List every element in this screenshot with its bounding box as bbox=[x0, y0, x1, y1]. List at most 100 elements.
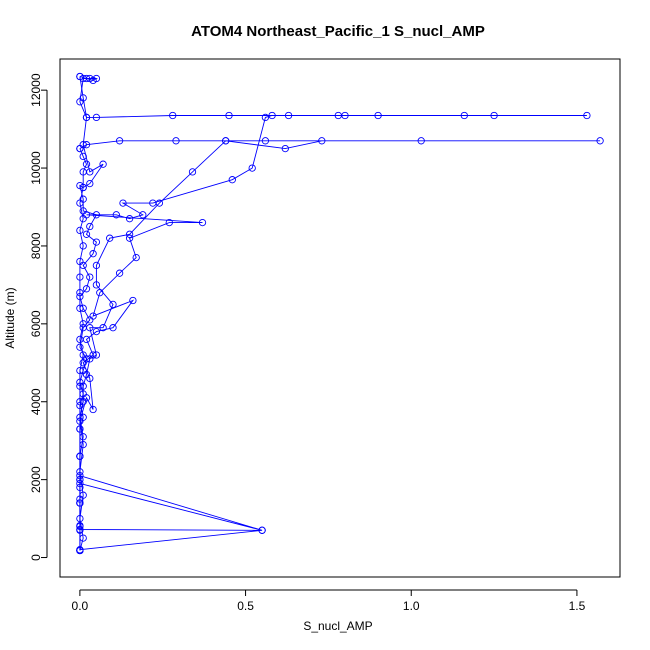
data-point bbox=[115, 269, 124, 277]
data-point bbox=[281, 144, 289, 153]
data-point bbox=[261, 137, 270, 145]
data-point bbox=[172, 137, 180, 145]
data-point bbox=[89, 76, 97, 85]
data-point bbox=[417, 137, 425, 145]
chart-title: ATOM4 Northeast_Pacific_1 S_nucl_AMP bbox=[191, 23, 485, 40]
data-point bbox=[198, 218, 207, 227]
data-point bbox=[79, 242, 87, 250]
data-point bbox=[82, 355, 91, 363]
data-point bbox=[248, 164, 256, 172]
data-point bbox=[222, 137, 230, 145]
data-point bbox=[86, 316, 94, 324]
data-point bbox=[139, 211, 147, 219]
data-point bbox=[76, 226, 84, 235]
data-point bbox=[76, 522, 84, 531]
data-point bbox=[374, 111, 382, 120]
data-point bbox=[106, 234, 114, 242]
data-point bbox=[89, 250, 97, 258]
data-point bbox=[225, 111, 233, 120]
data-point bbox=[79, 195, 87, 203]
x-tick-label: 1.5 bbox=[569, 599, 586, 613]
data-point bbox=[79, 261, 87, 270]
data-point bbox=[169, 111, 177, 120]
data-point bbox=[76, 499, 84, 507]
data-point bbox=[79, 141, 87, 149]
data-point bbox=[76, 273, 84, 281]
data-point bbox=[76, 292, 84, 301]
data-point bbox=[76, 72, 84, 81]
data-point bbox=[112, 211, 120, 219]
series-line-4 bbox=[79, 76, 104, 551]
data-point bbox=[82, 160, 91, 168]
data-point bbox=[92, 327, 101, 336]
data-point bbox=[109, 324, 117, 332]
data-point bbox=[341, 111, 349, 120]
series-layer bbox=[76, 72, 604, 555]
series-line-1 bbox=[79, 140, 601, 551]
x-tick-label: 0.5 bbox=[237, 599, 254, 613]
data-point bbox=[132, 253, 140, 262]
data-point bbox=[92, 281, 101, 289]
y-axis: 0 2000 4000 6000 8000 10000 12000 bbox=[29, 73, 48, 561]
data-point bbox=[79, 207, 87, 215]
data-point bbox=[76, 343, 84, 351]
series-line-3 bbox=[79, 76, 587, 551]
data-point bbox=[125, 215, 134, 223]
y-tick-label: 6000 bbox=[29, 310, 43, 337]
data-point bbox=[188, 168, 197, 176]
x-tick-label: 1.0 bbox=[403, 599, 420, 613]
data-point bbox=[125, 230, 134, 238]
data-point bbox=[82, 230, 91, 238]
y-tick-label: 8000 bbox=[29, 232, 43, 259]
y-tick-label: 12000 bbox=[29, 73, 43, 107]
data-point bbox=[99, 324, 107, 332]
data-point bbox=[89, 351, 97, 359]
data-point bbox=[583, 111, 591, 120]
plot-frame bbox=[59, 58, 621, 578]
data-point bbox=[228, 176, 236, 184]
data-point bbox=[92, 261, 101, 270]
data-point bbox=[268, 111, 276, 120]
data-point bbox=[86, 168, 94, 176]
data-point bbox=[76, 181, 84, 190]
data-point bbox=[79, 94, 87, 102]
data-point bbox=[76, 452, 84, 460]
data-point bbox=[76, 425, 84, 433]
data-point bbox=[82, 113, 91, 122]
data-point bbox=[76, 546, 84, 555]
data-point bbox=[460, 111, 468, 120]
data-point bbox=[99, 160, 107, 168]
data-point bbox=[96, 289, 104, 297]
data-point bbox=[149, 199, 157, 207]
data-point bbox=[89, 405, 97, 414]
x-axis-label: S_nucl_AMP bbox=[303, 619, 372, 633]
data-point bbox=[76, 483, 84, 492]
data-point bbox=[79, 390, 87, 398]
y-tick-label: 10000 bbox=[29, 151, 43, 185]
x-tick-label: 0.0 bbox=[72, 599, 89, 613]
data-point bbox=[79, 324, 87, 332]
data-point bbox=[165, 218, 173, 227]
x-axis: 0.0 0.5 1.0 1.5 bbox=[72, 589, 586, 613]
data-point bbox=[125, 234, 134, 242]
data-point bbox=[119, 199, 127, 207]
data-point bbox=[115, 137, 124, 145]
data-point bbox=[82, 285, 91, 293]
data-point bbox=[82, 74, 91, 83]
data-point bbox=[318, 137, 326, 145]
data-point bbox=[79, 366, 87, 375]
data-point bbox=[86, 374, 94, 383]
data-point bbox=[76, 401, 84, 410]
y-tick-label: 2000 bbox=[29, 466, 43, 493]
data-point bbox=[76, 475, 84, 484]
y-axis-label: Altitude (m) bbox=[3, 287, 17, 348]
data-point bbox=[490, 111, 498, 120]
data-point bbox=[596, 137, 604, 145]
data-point bbox=[86, 273, 94, 281]
data-point bbox=[258, 526, 266, 534]
data-point bbox=[109, 300, 117, 309]
data-point bbox=[261, 113, 270, 122]
data-point bbox=[92, 211, 101, 219]
data-point bbox=[86, 222, 94, 231]
